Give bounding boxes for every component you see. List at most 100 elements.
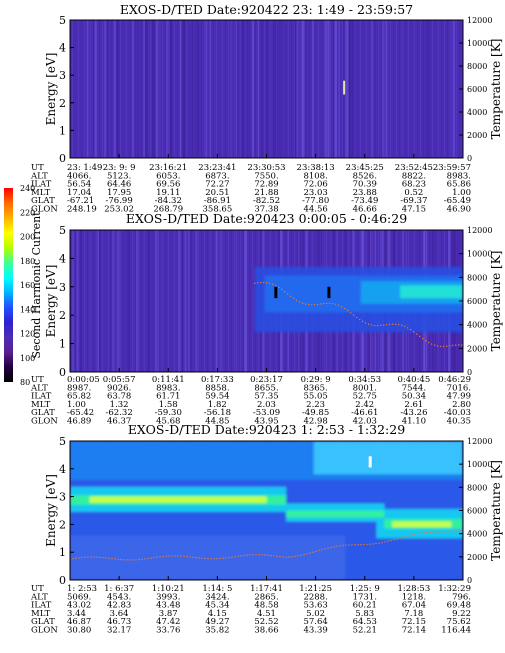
colorbar-tick-label: 240 — [20, 184, 35, 193]
temperature-point — [219, 557, 221, 560]
ephemeris-row-label: ILAT — [31, 180, 52, 190]
temperature-point — [287, 293, 289, 295]
temperature-point — [291, 555, 293, 558]
temperature-point — [192, 556, 194, 558]
temperature-point — [282, 556, 284, 558]
energy-axis-label: Energy [eV] — [44, 53, 58, 126]
ephemeris-cell: 0:11:41 — [152, 375, 185, 385]
ephemeris-cell: 40.35 — [447, 417, 471, 427]
heatmap-streak — [344, 20, 347, 158]
ephemeris-cell: 67.04 — [402, 601, 426, 611]
temperature-point — [198, 557, 200, 559]
ephemeris-cell: 72.14 — [402, 626, 426, 636]
ephemeris-row-label: ALT — [30, 171, 48, 181]
ephemeris-cell: 8655. — [254, 383, 278, 393]
temperature-point — [186, 555, 188, 558]
ephemeris-cell: 8822. — [402, 171, 426, 181]
temperature-point — [387, 540, 389, 543]
temperature-point — [288, 556, 290, 558]
ephemeris-cell: 63.78 — [107, 392, 131, 402]
ephemeris-cell: 4.51 — [257, 609, 276, 619]
temperature-point — [237, 555, 239, 557]
ephemeris-cell: 3.44 — [67, 609, 86, 619]
colorbar-tick-label: 80 — [20, 378, 30, 387]
heatmap-streak — [244, 230, 247, 372]
heatmap-streak — [265, 20, 268, 158]
ephemeris-cell: 52.75 — [353, 392, 377, 402]
heatmap-streak — [372, 20, 374, 158]
temperature-point — [201, 557, 203, 559]
heatmap-streak — [276, 20, 278, 158]
temperature-point — [132, 559, 134, 561]
heatmap-streak — [116, 230, 120, 372]
temperature-point — [386, 324, 388, 326]
temperature-point — [447, 530, 449, 533]
ephemeris-cell: 1: 2:53 — [67, 584, 97, 594]
temperature-point — [342, 544, 344, 547]
ephemeris-cell: 9.22 — [452, 609, 471, 619]
heatmap-streak — [197, 20, 200, 158]
temperature-point — [317, 303, 319, 306]
heatmap-streak — [181, 230, 184, 372]
ephemeris-cell: 2865. — [254, 592, 278, 602]
ephemeris-cell: 30.80 — [67, 626, 91, 636]
temperature-point — [357, 544, 359, 546]
ephemeris-cell: 3424. — [205, 592, 229, 602]
ephemeris-cell: -73.49 — [351, 196, 378, 206]
ephemeris-cell: 5.83 — [355, 609, 374, 619]
temperature-point — [278, 286, 280, 289]
temperature-point — [105, 557, 107, 559]
temperature-point — [300, 554, 302, 556]
temperature-tick-label: 6000 — [467, 507, 487, 516]
heatmap-streak — [135, 230, 139, 372]
heatmap-streak — [215, 230, 218, 372]
temperature-point — [272, 283, 274, 286]
ephemeris-cell: -62.32 — [106, 408, 133, 418]
temperature-point — [299, 301, 301, 303]
heatmap-streak — [111, 230, 114, 372]
ephemeris-cell: 1:32:29 — [438, 584, 471, 594]
temperature-tick-label: 2000 — [467, 553, 487, 562]
temperature-point — [84, 556, 86, 559]
ephemeris-cell: -49.85 — [302, 408, 329, 418]
heatmap-streak — [382, 20, 384, 158]
temperature-point — [266, 282, 268, 284]
temperature-point — [177, 555, 179, 557]
ephemeris-row-label: GLAT — [31, 617, 55, 627]
heatmap-streak — [137, 20, 139, 158]
temperature-point — [345, 544, 347, 546]
temperature-point — [435, 531, 437, 533]
temperature-point — [368, 323, 370, 325]
heatmap-texture — [70, 20, 463, 158]
heatmap-band — [70, 441, 463, 580]
ephemeris-cell: 72.27 — [205, 180, 229, 190]
temperature-point — [123, 559, 125, 561]
temperature-point — [261, 554, 263, 556]
temperature-point — [429, 531, 431, 533]
ephemeris-cell: 1:21:25 — [299, 584, 332, 594]
heatmap-cell — [400, 285, 463, 299]
heatmap-streak — [155, 20, 159, 158]
ephemeris-cell: 1:25: 9 — [350, 584, 380, 594]
ephemeris-cell: 35.82 — [205, 626, 229, 636]
temperature-point — [72, 558, 74, 560]
temperature-point — [377, 324, 379, 327]
temperature-point — [264, 554, 266, 556]
temperature-point — [225, 557, 227, 559]
temperature-point — [246, 554, 248, 556]
ephemeris-row-label: GLAT — [31, 408, 55, 418]
ephemeris-cell: 61.71 — [156, 392, 180, 402]
heatmap-streak — [241, 20, 244, 158]
ephemeris-cell: 53.63 — [303, 601, 327, 611]
ephemeris-cell: 1.82 — [208, 400, 227, 410]
temperature-point — [141, 558, 143, 561]
temperature-point — [174, 555, 176, 557]
ephemeris-row-label: UT — [31, 584, 44, 594]
energy-tick-label: 1 — [59, 338, 66, 351]
temperature-point — [213, 558, 215, 560]
heatmap-spike — [327, 286, 331, 299]
heatmap-streak — [327, 20, 330, 158]
temperature-point — [162, 555, 164, 558]
temperature-axis-label: Temperature [K] — [489, 460, 503, 561]
ephemeris-cell: 57.64 — [303, 617, 327, 627]
